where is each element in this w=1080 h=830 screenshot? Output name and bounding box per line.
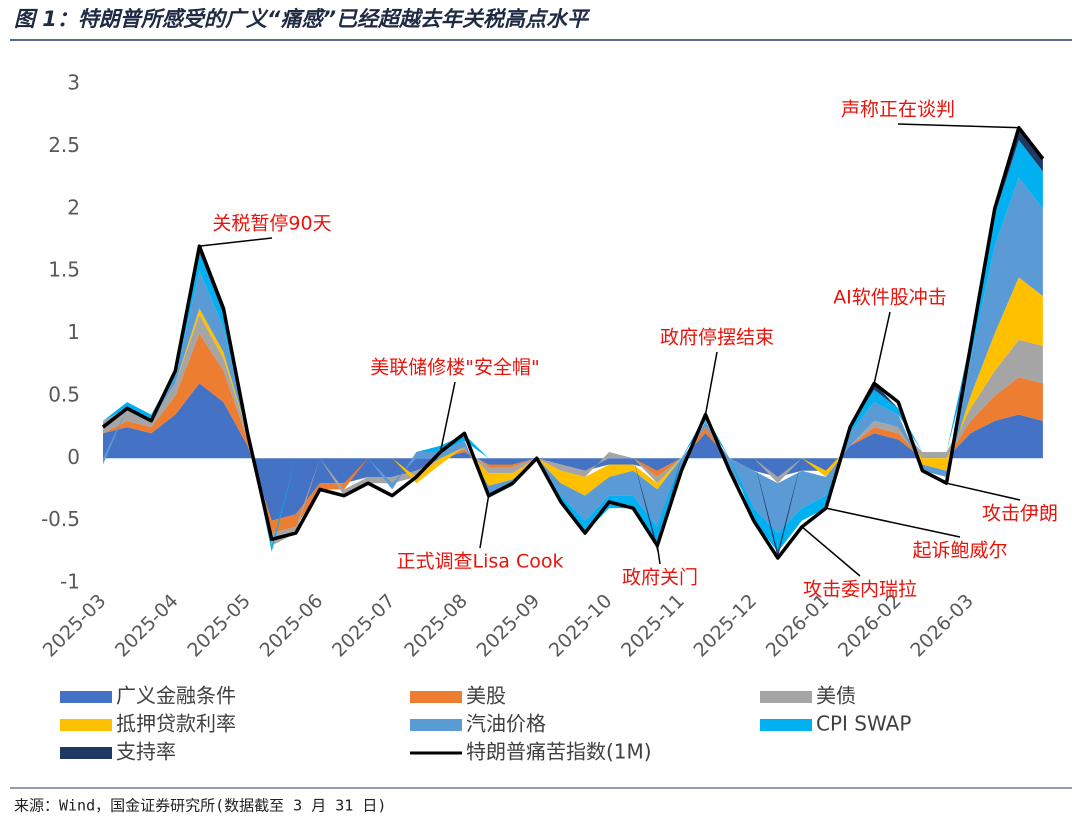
line (101, 125, 1045, 560)
annotation: 起诉鲍威尔 (912, 540, 1007, 562)
chart-title: 图 1：特朗普所感受的广义“痛感”已经超越去年关税高点水平 (14, 7, 591, 31)
x-tick-label: 2026-01 (762, 590, 834, 662)
x-tick-label: 2025-10 (545, 590, 617, 662)
annotation: 政府停摆结束 (660, 327, 774, 349)
x-tick-label: 2025-08 (400, 590, 472, 662)
y-tick-label: 2.5 (48, 133, 80, 157)
area (103, 314, 1043, 546)
x-tick-label: 2025-11 (617, 590, 689, 662)
annotation: 攻击伊朗 (982, 503, 1058, 525)
annotation-connector (897, 123, 1019, 129)
annotation: 美联储修楼"安全帽" (370, 357, 539, 379)
annotation: 攻击委内瑞拉 (803, 579, 917, 601)
area (103, 333, 1043, 534)
legend-label: 汽油价格 (466, 712, 546, 736)
legend-label: 美债 (816, 684, 856, 708)
x-tick-label: 2025-03 (39, 590, 111, 662)
legend-label: CPI SWAP (816, 712, 911, 736)
legend-swatch (60, 691, 112, 703)
x-tick-label: 2026-02 (834, 590, 906, 662)
annotation-connector (479, 495, 490, 549)
source-note: 来源：Wind，国金证券研究所(数据截至 3 月 31 日) (14, 797, 386, 815)
y-tick-label: 3 (67, 71, 80, 95)
legend-swatch (760, 719, 812, 731)
x-tick-label: 2025-04 (111, 590, 183, 662)
annotation-connector (439, 381, 456, 453)
annotation-connector (656, 545, 661, 565)
annotation: 政府关门 (622, 567, 698, 589)
y-tick-label: -0.5 (41, 507, 80, 531)
x-tick-label: 2025-09 (473, 590, 545, 662)
legend-swatch (60, 747, 112, 759)
x-tick-label: 2026-03 (906, 590, 978, 662)
y-tick-label: -1 (60, 570, 80, 594)
legend-label: 抵押贷款利率 (116, 712, 236, 736)
y-tick-label: 1.5 (48, 258, 80, 282)
x-tick-label: 2025-12 (689, 590, 761, 662)
annotation-connector (873, 311, 891, 384)
legend-swatch (410, 719, 462, 731)
annotation: AI软件股冲击 (833, 287, 947, 309)
annotation-connector (946, 482, 1021, 501)
x-tick-label: 2025-07 (328, 590, 400, 662)
legend-label: 特朗普痛苦指数(1M) (466, 740, 652, 764)
legend-label: 支持率 (116, 740, 176, 764)
x-tick-label: 2025-05 (183, 590, 255, 662)
annotation: 正式调查Lisa Cook (397, 551, 564, 573)
y-tick-label: 0 (67, 445, 80, 469)
legend-label: 广义金融条件 (116, 684, 236, 708)
annotation-connector (704, 351, 718, 415)
legend-swatch (410, 691, 462, 703)
annotation: 关税暂停90天 (212, 213, 331, 235)
annotation-connector (801, 526, 861, 577)
annotation: 声称正在谈判 (841, 99, 955, 121)
legend-label: 美股 (466, 684, 506, 708)
legend-swatch (60, 719, 112, 731)
x-tick-label: 2025-06 (256, 590, 328, 662)
y-tick-label: 1 (67, 320, 80, 344)
y-tick-label: 2 (67, 195, 80, 219)
y-tick-label: 0.5 (48, 382, 80, 406)
area (103, 383, 1043, 521)
annotation-connector (199, 237, 273, 247)
legend-swatch (760, 691, 812, 703)
annotation-connector (825, 507, 961, 538)
